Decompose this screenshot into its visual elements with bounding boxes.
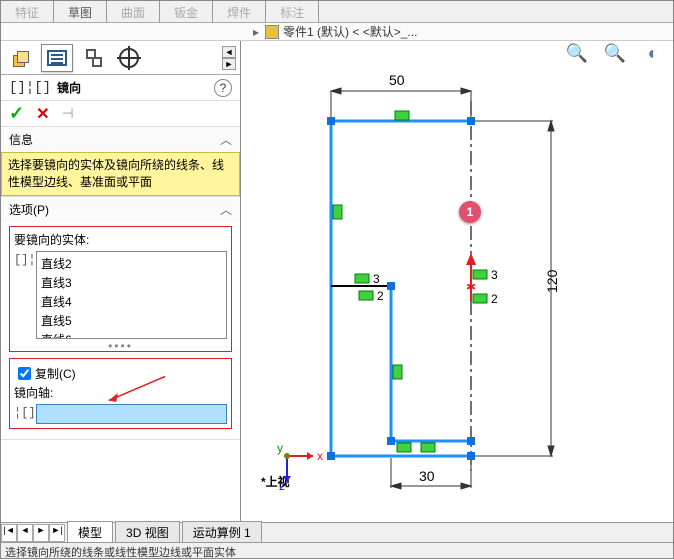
tab-nav-prev[interactable]: ◄	[17, 524, 33, 542]
bottom-tab-3dview[interactable]: 3D 视图	[115, 521, 180, 544]
info-section: 信息 ︿ 选择要镜向的实体及镜向所绕的线条、线性模型边线、基准面或平面	[1, 127, 240, 197]
step-marker-1: 1	[459, 201, 481, 223]
motion-tabs: |◄ ◄ ► ►| 模型 3D 视图 运动算例 1	[1, 522, 673, 542]
feature-tree-header: ▸ 零件1 (默认) < <默认>_...	[1, 23, 673, 41]
view-triad[interactable]: x z y	[277, 441, 323, 493]
tab-feature[interactable]: 特征	[1, 1, 54, 22]
property-manager-tab[interactable]	[41, 44, 73, 72]
info-header[interactable]: 信息 ︿	[1, 127, 240, 152]
command-title: 镜向	[57, 79, 81, 96]
sketch-drawing: 50 120 30	[241, 41, 671, 521]
list-item[interactable]: 直线2	[41, 254, 222, 273]
pin-button[interactable]: ⊣	[62, 105, 74, 122]
graphics-viewport[interactable]: 🔍 🔍 ◐ 50 120	[241, 41, 673, 521]
chevron-up-icon[interactable]: ︿	[220, 131, 232, 148]
status-bar: 选择镜向所绕的线条或线性模型边线或平面实体	[1, 542, 673, 558]
cube-icon	[11, 49, 31, 67]
mirror-icon: []¦[]	[9, 80, 51, 96]
help-button[interactable]: ?	[214, 79, 232, 97]
mirror-entities-icon: []¦[]	[14, 251, 30, 267]
dimension-right[interactable]: 120	[544, 269, 560, 293]
sketch-profile[interactable]	[331, 121, 471, 456]
svg-text:x: x	[317, 449, 323, 463]
svg-text:3: 3	[373, 272, 380, 286]
svg-text:3: 3	[491, 268, 498, 282]
info-header-label: 信息	[9, 131, 33, 148]
part-name-label[interactable]: 零件1 (默认) < <默认>_...	[283, 23, 417, 40]
options-header[interactable]: 选项(P) ︿	[1, 197, 240, 222]
cancel-button[interactable]: ✕	[36, 104, 49, 124]
copy-checkbox[interactable]	[18, 367, 31, 380]
list-resize-handle[interactable]: ••••	[14, 339, 227, 347]
svg-text:✱: ✱	[466, 280, 476, 294]
dimxpert-tab[interactable]	[113, 44, 145, 72]
svg-text:z: z	[279, 479, 285, 493]
dimension-top[interactable]: 50	[389, 72, 405, 88]
panel-scroll-left[interactable]: ◄	[222, 46, 236, 58]
ok-button[interactable]: ✓	[9, 103, 24, 124]
options-header-label: 选项(P)	[9, 201, 49, 218]
tab-nav-last[interactable]: ►|	[49, 524, 65, 542]
target-icon	[119, 48, 139, 68]
mirror-axis-input[interactable]	[36, 404, 227, 424]
entities-group-highlight: 要镜向的实体: []¦[] 直线2 直线3 直线4 直线5 直线6 ••••	[9, 226, 232, 352]
sketch-endpoints	[327, 117, 475, 460]
axis-group-highlight: 复制(C) 镜向轴: ¦[]	[9, 358, 232, 429]
command-manager-tabs: 特征 草图 曲面 钣金 焊件 标注	[1, 1, 673, 23]
dimension-bottom[interactable]: 30	[419, 468, 435, 484]
info-message: 选择要镜向的实体及镜向所绕的线条、线性模型边线、基准面或平面	[1, 152, 240, 196]
property-manager-panel: ◄ ► []¦[] 镜向 ? ✓ ✕ ⊣ 信息 ︿ 选择要镜向的实体及镜向所绕的…	[1, 41, 241, 521]
list-item[interactable]: 直线3	[41, 273, 222, 292]
tab-sketch[interactable]: 草图	[54, 1, 107, 22]
bottom-tab-model[interactable]: 模型	[67, 521, 113, 544]
tab-sheetmetal[interactable]: 钣金	[160, 1, 213, 22]
copy-label: 复制(C)	[35, 365, 76, 382]
config-manager-tab[interactable]	[77, 44, 109, 72]
svg-text:y: y	[277, 441, 283, 455]
entities-to-mirror-list[interactable]: 直线2 直线3 直线4 直线5 直线6	[36, 251, 227, 339]
panel-scroll-right[interactable]: ►	[222, 58, 236, 70]
confirm-row: ✓ ✕ ⊣	[1, 101, 240, 127]
tree-icon	[84, 49, 102, 67]
mirror-axis-icon: ¦[]	[14, 404, 30, 420]
svg-text:2: 2	[491, 292, 498, 306]
tab-surface[interactable]: 曲面	[107, 1, 160, 22]
chevron-up-icon[interactable]: ︿	[220, 201, 232, 218]
tab-nav-next[interactable]: ►	[33, 524, 49, 542]
part-icon	[265, 25, 279, 39]
list-item[interactable]: 直线4	[41, 292, 222, 311]
list-item[interactable]: 直线6	[41, 330, 222, 339]
list-icon	[47, 50, 67, 66]
bottom-tab-motion[interactable]: 运动算例 1	[182, 521, 262, 544]
panel-tab-row: ◄ ►	[1, 41, 240, 75]
axis-label: 镜向轴:	[14, 384, 227, 401]
svg-text:2: 2	[377, 289, 384, 303]
list-item[interactable]: 直线5	[41, 311, 222, 330]
command-header: []¦[] 镜向 ?	[1, 75, 240, 101]
expand-arrow-icon[interactable]: ▸	[253, 25, 259, 39]
tab-nav-first[interactable]: |◄	[1, 524, 17, 542]
tab-annotation[interactable]: 标注	[266, 1, 319, 22]
options-section: 选项(P) ︿ 要镜向的实体: []¦[] 直线2 直线3 直线4 直线5 直线…	[1, 197, 240, 440]
feature-manager-tab[interactable]	[5, 44, 37, 72]
entities-label: 要镜向的实体:	[14, 231, 227, 248]
tab-weldment[interactable]: 焊件	[213, 1, 266, 22]
